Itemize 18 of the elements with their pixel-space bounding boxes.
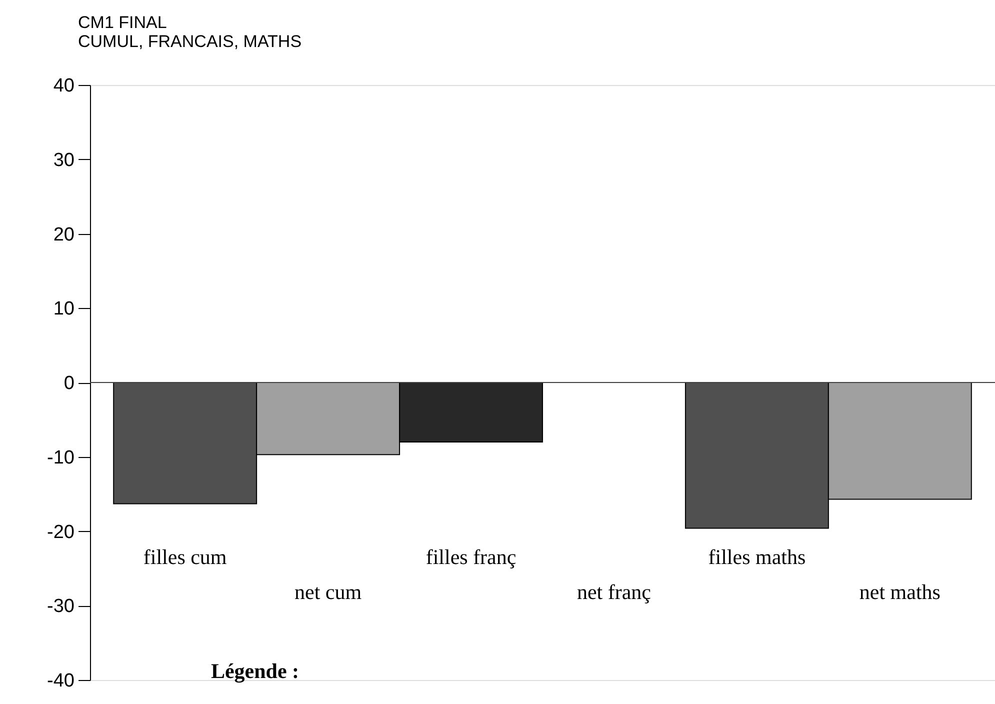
y-tick-label: 30 [53,150,74,171]
y-tick-label: 10 [53,298,74,320]
x-tick-label: net franç [576,580,652,604]
x-tick-label: filles cum [143,545,227,569]
text: CUMUL, FRANCAIS, MATHS [78,32,302,51]
x-tick-label: net cum [294,580,362,604]
y-tick-label: -40 [47,670,74,692]
y-tick-label: -20 [47,522,74,543]
y-tick-label: -30 [47,596,74,618]
y-tick-label: 40 [53,76,74,96]
y-tick-label: 0 [64,373,74,394]
annotation: Légende : [210,659,300,683]
y-tick-label: -10 [47,447,74,468]
y-tick-label: 20 [53,224,74,246]
x-tick-label: filles maths [708,545,806,569]
x-tick-label: filles franç [426,545,516,569]
x-tick-label: net maths [859,580,940,604]
text: CM1 FINAL [78,13,167,32]
